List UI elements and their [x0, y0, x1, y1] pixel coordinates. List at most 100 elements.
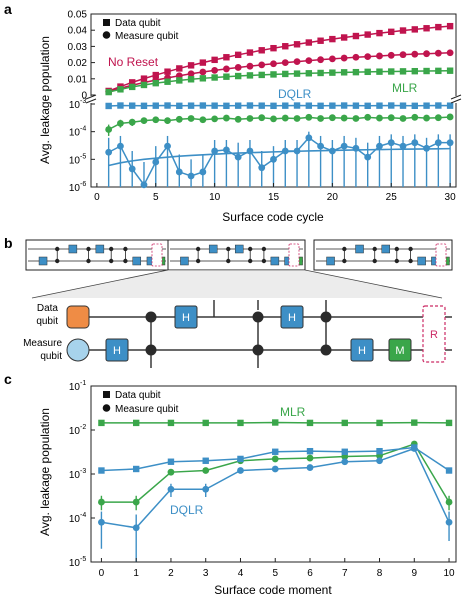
data-point — [105, 88, 112, 96]
data-point — [167, 468, 175, 476]
m-gate-label: M — [395, 345, 404, 357]
panel-c-annotation-mlr: MLR — [280, 405, 306, 419]
data-point — [352, 53, 360, 61]
data-point — [340, 69, 348, 76]
data-point — [223, 146, 230, 154]
data-point — [211, 56, 218, 64]
panel-c-legend-measure-qubit: Measure qubit — [115, 404, 179, 415]
axis-break-mark — [450, 94, 462, 100]
mini-dot — [86, 258, 91, 264]
data-point — [175, 168, 183, 176]
data-point — [223, 65, 230, 73]
data-qubit-label-line1: Data — [37, 303, 59, 314]
axis-break-mark — [450, 98, 462, 104]
data-point — [293, 70, 301, 77]
h-gate — [350, 338, 374, 362]
y-tick-label: 10 — [69, 514, 81, 525]
data-point — [270, 155, 277, 163]
data-point — [399, 142, 407, 150]
data-point — [223, 54, 230, 61]
annotation-dqlr: DQLR — [278, 87, 312, 101]
data-point — [435, 67, 442, 75]
data-point — [434, 114, 442, 122]
mini-dot — [248, 258, 253, 264]
data-point — [152, 158, 160, 166]
y-tick-exponent: -1 — [80, 380, 86, 387]
reset-label: R — [430, 329, 438, 341]
data-point — [435, 102, 442, 109]
x-tick-label: 25 — [386, 192, 398, 203]
mini-dot — [123, 246, 128, 252]
data-point — [329, 69, 336, 76]
x-tick-label: 1 — [133, 568, 139, 579]
data-point — [317, 142, 324, 150]
data-point — [140, 75, 148, 82]
data-point — [293, 58, 301, 66]
mini-circuit-3 — [313, 239, 453, 271]
data-point — [411, 139, 419, 147]
data-point — [352, 32, 360, 40]
mini-dot — [109, 258, 114, 264]
data-point — [352, 68, 360, 76]
data-point — [234, 72, 242, 80]
data-point — [167, 419, 175, 427]
series-line — [108, 116, 451, 131]
x-tick-label: 0 — [99, 568, 105, 579]
data-point — [340, 142, 348, 150]
mini-h-gate — [381, 244, 391, 254]
y-tick-exponent: -2 — [80, 424, 86, 431]
control-dot — [252, 344, 264, 356]
x-tick-label: 0 — [94, 192, 100, 203]
data-point — [223, 73, 230, 80]
x-tick-label: 10 — [209, 192, 221, 203]
y-tick-exponent: -5 — [80, 556, 86, 563]
data-point — [317, 69, 324, 77]
data-point — [411, 102, 418, 110]
data-point — [246, 62, 254, 70]
data-point — [187, 172, 195, 180]
x-tick-label: 20 — [327, 192, 339, 203]
data-point — [246, 72, 254, 79]
data-point — [246, 102, 254, 109]
fit-line — [108, 147, 451, 167]
mini-h-gate — [355, 244, 364, 254]
y-tick-label: 0.04 — [68, 26, 88, 37]
data-point — [105, 148, 113, 156]
data-point — [187, 102, 195, 109]
data-point — [152, 71, 159, 79]
data-point — [211, 115, 219, 123]
data-point — [237, 455, 244, 463]
data-point — [305, 113, 313, 121]
data-point — [364, 113, 372, 121]
data-point — [328, 55, 336, 63]
data-point — [376, 29, 383, 37]
data-point — [164, 78, 171, 85]
data-point — [187, 70, 195, 78]
data-point — [202, 485, 210, 493]
data-point — [270, 60, 277, 68]
data-point — [140, 81, 148, 89]
mini-h-gate — [417, 256, 426, 266]
data-point — [364, 102, 371, 110]
mini-dot — [86, 246, 91, 252]
mini-dot — [248, 246, 253, 252]
panel-c-chart: 10 -510 -410 -310 -210 -10 1 2 3 4 5 6 7 8 9 10 Avg. le… — [38, 380, 457, 597]
data-point — [140, 102, 148, 110]
x-tick-label: 4 — [238, 568, 244, 579]
data-point — [306, 464, 314, 471]
x-tick-label: 6 — [307, 568, 313, 579]
y-tick-label: 10 — [69, 558, 81, 569]
h-gate — [280, 305, 304, 329]
data-point — [282, 43, 289, 50]
data-point — [105, 126, 113, 133]
data-point — [364, 31, 371, 38]
panel-a-legend-measure-qubit: Measure qubit — [115, 31, 179, 42]
panel-c-legend-data-qubit: Data qubit — [115, 390, 161, 401]
data-point — [129, 102, 136, 109]
data-point — [435, 23, 442, 31]
series-line — [108, 136, 451, 187]
data-point — [423, 25, 430, 32]
data-point — [423, 114, 430, 122]
mini-dot — [226, 246, 231, 252]
